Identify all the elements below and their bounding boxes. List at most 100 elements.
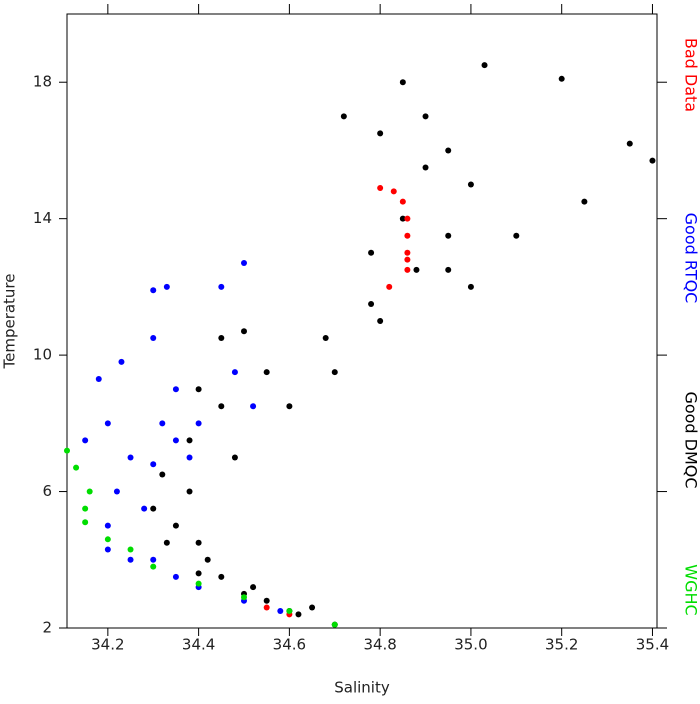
data-point xyxy=(232,369,238,375)
data-point xyxy=(400,79,406,85)
data-point xyxy=(105,420,111,426)
data-point xyxy=(159,420,165,426)
data-point xyxy=(400,199,406,205)
data-point xyxy=(141,506,147,512)
data-point xyxy=(423,165,429,171)
y-tick-label: 6 xyxy=(42,482,52,500)
data-point xyxy=(404,267,410,273)
data-point xyxy=(187,437,193,443)
data-point xyxy=(323,335,329,341)
y-axis-label: Temperature xyxy=(1,273,19,369)
data-point xyxy=(377,130,383,136)
data-point xyxy=(105,547,111,553)
data-point xyxy=(295,611,301,617)
data-point xyxy=(150,564,156,570)
data-point xyxy=(73,465,79,471)
data-point xyxy=(377,318,383,324)
x-tick-label: 34.8 xyxy=(363,636,396,654)
data-point xyxy=(96,376,102,382)
data-point xyxy=(286,403,292,409)
data-point xyxy=(218,574,224,580)
data-point xyxy=(128,557,134,563)
data-point xyxy=(150,557,156,563)
x-tick-label: 34.6 xyxy=(273,636,306,654)
data-point xyxy=(196,570,202,576)
data-point xyxy=(173,437,179,443)
data-point xyxy=(264,605,270,611)
data-point xyxy=(377,185,383,191)
data-point xyxy=(404,233,410,239)
data-point xyxy=(309,605,315,611)
data-point xyxy=(559,76,565,82)
data-point xyxy=(241,260,247,266)
data-point xyxy=(187,489,193,495)
data-point xyxy=(150,287,156,293)
data-point xyxy=(332,622,338,628)
data-point xyxy=(445,147,451,153)
data-point xyxy=(114,489,120,495)
data-point xyxy=(241,594,247,600)
y-tick-label: 18 xyxy=(33,73,52,91)
data-point xyxy=(105,523,111,529)
data-point xyxy=(264,598,270,604)
data-point xyxy=(173,386,179,392)
y-tick-label: 2 xyxy=(42,619,52,637)
data-point xyxy=(341,113,347,119)
data-point xyxy=(649,158,655,164)
data-point xyxy=(82,519,88,525)
plot-frame xyxy=(67,14,657,628)
data-point xyxy=(404,257,410,263)
data-point xyxy=(332,369,338,375)
data-point xyxy=(264,369,270,375)
data-point xyxy=(423,113,429,119)
y-tick-label: 10 xyxy=(33,346,52,364)
x-tick-label: 34.2 xyxy=(91,636,124,654)
x-tick-label: 35.4 xyxy=(636,636,669,654)
data-point xyxy=(150,506,156,512)
data-point xyxy=(218,403,224,409)
data-point xyxy=(173,523,179,529)
y-tick-label: 14 xyxy=(33,209,52,227)
data-point xyxy=(277,608,283,614)
data-point xyxy=(64,448,70,454)
data-point xyxy=(87,489,93,495)
data-point xyxy=(150,461,156,467)
data-point xyxy=(581,199,587,205)
data-point xyxy=(196,420,202,426)
data-point xyxy=(250,584,256,590)
data-point xyxy=(105,536,111,542)
data-point xyxy=(118,359,124,365)
x-tick-label: 35.2 xyxy=(545,636,578,654)
data-point xyxy=(164,284,170,290)
legend-entry: WGHC xyxy=(682,564,700,615)
data-point xyxy=(187,454,193,460)
data-point xyxy=(368,250,374,256)
data-point xyxy=(128,454,134,460)
data-point xyxy=(482,62,488,68)
legend-entry: Good DMQC xyxy=(682,391,700,488)
data-point xyxy=(386,284,392,290)
data-point xyxy=(445,233,451,239)
legend-entry: Bad Data xyxy=(682,38,700,112)
data-point xyxy=(196,540,202,546)
x-tick-label: 34.4 xyxy=(182,636,215,654)
data-point xyxy=(218,284,224,290)
data-point xyxy=(404,216,410,222)
data-point xyxy=(232,454,238,460)
data-point xyxy=(173,574,179,580)
data-point xyxy=(250,403,256,409)
data-point xyxy=(627,141,633,147)
data-point xyxy=(82,437,88,443)
data-point xyxy=(196,581,202,587)
data-point xyxy=(218,335,224,341)
data-point xyxy=(468,182,474,188)
data-point xyxy=(196,386,202,392)
data-point xyxy=(445,267,451,273)
data-point xyxy=(391,188,397,194)
data-point xyxy=(468,284,474,290)
data-point xyxy=(82,506,88,512)
data-point xyxy=(286,608,292,614)
data-point xyxy=(159,472,165,478)
data-point xyxy=(368,301,374,307)
data-point xyxy=(128,547,134,553)
